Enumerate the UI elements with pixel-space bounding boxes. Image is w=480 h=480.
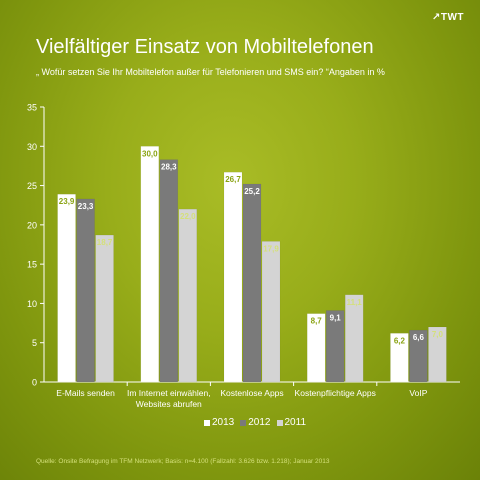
- data-label-2011-2: 17,9: [263, 244, 279, 253]
- x-category-label-4: VoIP: [409, 388, 427, 398]
- legend-label-2013: 2013: [212, 417, 235, 428]
- y-tick-label: 5: [32, 338, 37, 348]
- data-label-2011-0: 18,7: [97, 238, 113, 247]
- bar-2011-1: [178, 208, 198, 383]
- data-label-2012-3: 9,1: [330, 314, 342, 323]
- data-label-2013-0: 23,9: [59, 197, 75, 206]
- data-label-2013-1: 30,0: [142, 149, 158, 158]
- data-label-2012-1: 28,3: [161, 163, 177, 172]
- page-title: Vielfältiger Einsatz von Mobiltelefonen: [36, 36, 374, 58]
- bar-2012-4: [409, 329, 428, 383]
- bar-2012-0: [76, 198, 95, 383]
- data-label-2012-2: 25,2: [244, 187, 260, 196]
- chart-legend: 2013 2012 2011: [204, 417, 306, 428]
- data-label-2013-3: 8,7: [311, 317, 323, 326]
- data-label-2012-0: 23,3: [78, 202, 94, 211]
- y-tick-label: 0: [32, 378, 37, 388]
- bar-2013-3: [306, 313, 326, 383]
- bar-2013-4: [390, 333, 409, 383]
- legend-label-2012: 2012: [248, 417, 271, 428]
- legend-swatch-2012: [240, 419, 247, 426]
- legend-swatch-2013: [204, 419, 210, 426]
- twt-logo: ↗TWT: [431, 12, 464, 23]
- bar-2011-3: [344, 294, 364, 383]
- y-tick-label: 25: [27, 181, 37, 191]
- x-category-label-0: E-Mails senden: [56, 388, 115, 398]
- data-label-2013-4: 6,2: [394, 336, 406, 345]
- legend-swatch-2011: [276, 419, 283, 426]
- legend-item-2011: 2011: [276, 417, 307, 428]
- y-tick-label: 35: [27, 103, 37, 113]
- bar-2013-1: [140, 146, 160, 383]
- x-category-label-2: Kostenlose Apps: [220, 388, 283, 398]
- y-tick-label: 20: [27, 220, 37, 230]
- legend-item-2013: 2013: [204, 417, 234, 428]
- bar-2012-3: [325, 310, 345, 383]
- x-category-label-3: Kostenpflichtige Apps: [295, 388, 376, 398]
- bar-2011-4: [428, 326, 447, 383]
- y-tick-label: 15: [27, 260, 37, 270]
- bar-2012-2: [242, 183, 262, 383]
- x-category-label-1: Im Internet einwählen,: [127, 388, 211, 398]
- bar-2013-2: [223, 171, 243, 383]
- source-note: Quelle: Onsite Befragung im TFM Netzwerk…: [36, 458, 330, 465]
- data-label-2012-4: 6,6: [413, 333, 425, 342]
- y-tick-label: 10: [27, 299, 37, 309]
- data-label-2011-3: 11,1: [347, 298, 363, 307]
- data-label-2011-1: 22,0: [180, 212, 196, 221]
- legend-label-2011: 2011: [284, 417, 307, 428]
- bar-2012-1: [159, 159, 179, 383]
- legend-item-2012: 2012: [240, 417, 271, 428]
- bar-2011-0: [95, 234, 114, 383]
- bar-2011-2: [261, 241, 281, 383]
- data-label-2011-4: 7,0: [432, 330, 444, 339]
- survey-question-subtitle: „ Wofür setzen Sie Ihr Mobiltelefon auße…: [36, 67, 385, 77]
- data-label-2013-2: 26,7: [225, 175, 241, 184]
- x-category-label-1: Websites abrufen: [136, 399, 202, 409]
- y-tick-label: 30: [27, 142, 37, 152]
- bar-2013-0: [57, 193, 76, 383]
